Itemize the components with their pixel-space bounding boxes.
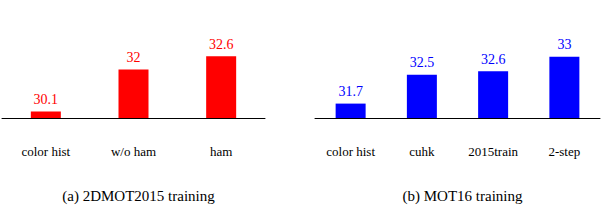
svg-text:cuhk: cuhk (409, 144, 435, 159)
svg-text:33: 33 (557, 37, 571, 52)
svg-text:ham: ham (210, 144, 232, 159)
svg-text:32.5: 32.5 (410, 55, 435, 70)
svg-text:color hist: color hist (21, 144, 70, 159)
svg-text:32: 32 (127, 50, 141, 65)
svg-text:color hist: color hist (326, 144, 375, 159)
svg-text:2015train: 2015train (468, 144, 518, 159)
svg-text:2-step: 2-step (548, 144, 580, 159)
svg-text:32.6: 32.6 (209, 37, 234, 52)
svg-text:w/o ham: w/o ham (111, 144, 156, 159)
svg-text:31.7: 31.7 (338, 84, 363, 99)
svg-text:(a) 2DMOT2015 training: (a) 2DMOT2015 training (62, 188, 215, 205)
svg-text:30.1: 30.1 (34, 92, 59, 107)
svg-text:32.6: 32.6 (481, 52, 506, 67)
svg-text:(b) MOT16 training: (b) MOT16 training (403, 188, 523, 205)
